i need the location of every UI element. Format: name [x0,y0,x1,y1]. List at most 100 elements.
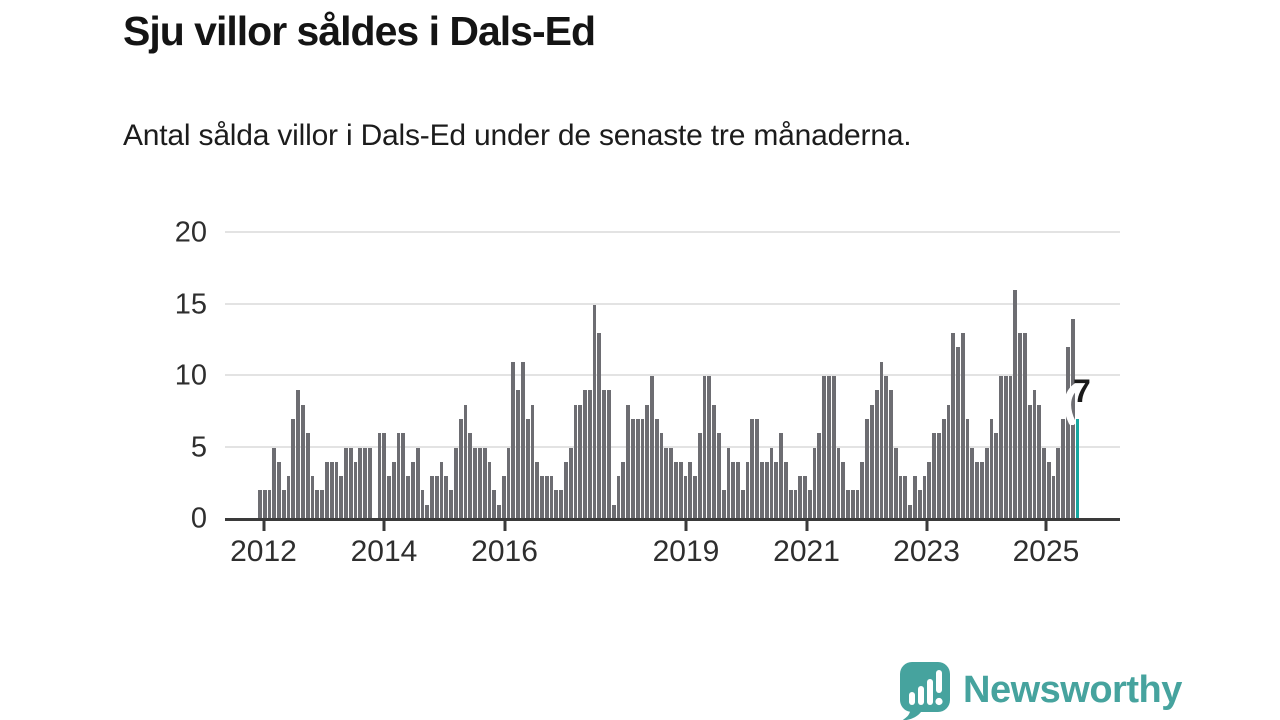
bar [458,418,463,519]
bar [889,390,893,519]
bar [1008,376,1013,519]
y-axis-label-10: 10 [174,359,207,392]
bar [879,361,884,519]
bar [463,404,468,519]
bar [721,490,726,519]
bar [788,490,793,519]
bar [277,461,281,519]
bar [731,461,736,519]
bar [583,390,587,519]
x-axis-line [225,518,1120,521]
bar [841,461,846,519]
bar [262,490,267,519]
bar [602,390,607,519]
bar [272,447,277,519]
bar [956,347,960,519]
bar [358,447,363,519]
bar [1027,404,1032,519]
bar-highlighted [1075,418,1080,519]
x-axis-tick-2014 [382,521,386,531]
bar [979,461,984,519]
bar [516,390,520,519]
bar [334,461,339,519]
bar [382,433,387,519]
bar [391,461,396,519]
bar [874,390,879,519]
bar [329,461,334,519]
bar [305,433,310,519]
bar [482,447,487,519]
bar [363,447,367,519]
bar [817,433,822,519]
bar [1032,390,1037,519]
bar [286,476,291,519]
bar [678,461,683,519]
bar [1046,461,1051,519]
y-axis-label-15: 15 [174,288,207,320]
bar [989,418,994,519]
highlight-annotation: 7 [1061,373,1121,453]
bar [669,447,673,519]
bar [477,447,482,519]
bar [530,404,535,519]
bar [913,476,917,519]
bar [755,418,760,519]
bar [850,490,855,519]
y-axis-label-20: 20 [174,216,207,249]
bar [917,490,922,519]
gridline-y-5 [225,445,1120,448]
bar [927,461,932,519]
bar [406,476,410,519]
bar [994,433,999,519]
bar [740,490,745,519]
bar [425,504,430,519]
newsworthy-speech-bubble-icon [900,662,950,720]
bar [932,433,936,519]
bar [387,476,391,519]
bar [301,404,305,519]
bar [812,447,817,519]
bar [865,418,869,519]
bar [554,490,559,519]
bar [430,476,434,519]
x-axis-label-2016: 2016 [471,535,538,568]
bar [693,476,697,519]
bar [736,461,740,519]
bar [860,461,865,519]
bar [597,333,602,519]
bar [573,404,578,519]
bar [717,433,721,519]
bar [578,404,583,519]
bar [468,433,473,519]
bar [960,333,965,519]
bar [434,476,439,519]
x-axis-label-2012: 2012 [230,535,297,568]
bar [544,476,549,519]
bar [454,447,458,519]
bar [798,476,803,519]
bar [540,476,544,519]
x-axis-label-2014: 2014 [350,535,418,568]
bar [339,476,344,519]
bar [826,376,831,519]
bar [621,461,626,519]
bar [267,490,272,519]
bar [324,461,329,519]
bar [836,447,841,519]
bars-container [258,233,1080,519]
bar [922,476,927,519]
bar [965,418,970,519]
bar [1061,418,1066,519]
bar [1056,447,1061,519]
bar [1051,476,1056,519]
y-axis-label-0: 0 [190,502,207,535]
bar [779,433,783,519]
bar [936,433,941,519]
bar [291,418,296,519]
bar [750,418,755,519]
bar [1037,404,1042,519]
bar [607,390,611,519]
bar [444,476,449,519]
bar [506,447,511,519]
